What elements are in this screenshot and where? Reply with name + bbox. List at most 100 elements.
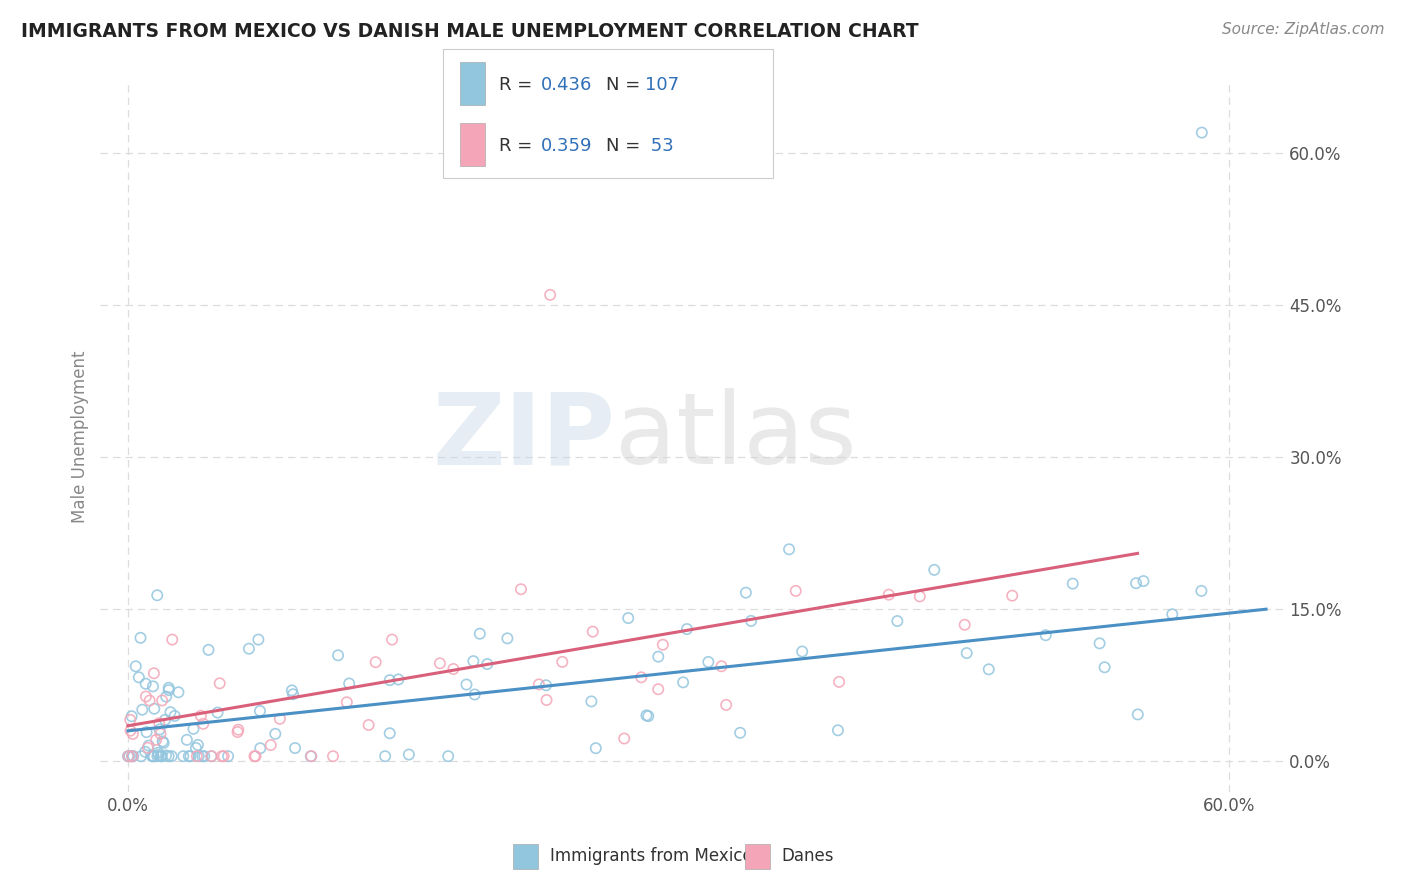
Point [697, 655, 720, 669]
Point [456, 677, 478, 691]
Point [200, 749, 222, 764]
Point [152, 734, 174, 748]
Point [142, 749, 165, 764]
Point [463, 654, 485, 668]
Point [142, 666, 165, 681]
Point [429, 657, 451, 671]
Point [150, 693, 173, 707]
Text: IMMIGRANTS FROM MEXICO VS DANISH MALE UNEMPLOYMENT CORRELATION CHART: IMMIGRANTS FROM MEXICO VS DANISH MALE UN… [21, 22, 918, 41]
Text: R =: R = [499, 137, 538, 155]
Point [1132, 574, 1154, 588]
Point [153, 713, 176, 727]
Point [364, 655, 387, 669]
Point [172, 749, 194, 764]
Point [247, 632, 270, 647]
Point [121, 727, 143, 741]
Point [135, 725, 157, 739]
Text: atlas: atlas [616, 388, 858, 485]
Point [381, 632, 404, 647]
Point [477, 657, 499, 671]
Point [208, 676, 231, 690]
Point [179, 749, 201, 764]
Point [243, 749, 266, 764]
Point [672, 675, 695, 690]
Point [148, 716, 170, 731]
Text: 0.359: 0.359 [541, 137, 593, 155]
Point [245, 749, 267, 764]
Point [136, 740, 159, 755]
Point [183, 722, 205, 736]
Point [177, 749, 200, 764]
Text: N =: N = [606, 77, 645, 95]
Point [785, 583, 807, 598]
Point [145, 732, 167, 747]
Point [121, 709, 143, 723]
Point [538, 288, 561, 302]
Point [150, 749, 173, 764]
Point [527, 677, 550, 691]
Point [714, 698, 737, 712]
Point [337, 676, 360, 690]
Point [496, 632, 519, 646]
Point [129, 749, 152, 764]
Point [437, 749, 460, 764]
Point [134, 745, 156, 759]
Point [637, 709, 659, 723]
Point [264, 727, 287, 741]
Point [953, 617, 976, 632]
Point [135, 690, 157, 704]
Point [922, 563, 945, 577]
Point [468, 626, 491, 640]
Point [135, 677, 157, 691]
Point [186, 749, 208, 764]
Point [269, 712, 291, 726]
Point [299, 749, 322, 764]
Point [676, 622, 699, 636]
Point [1094, 660, 1116, 674]
Point [1189, 583, 1212, 598]
Point [143, 702, 166, 716]
Point [150, 749, 173, 764]
Point [150, 749, 173, 764]
Point [1088, 636, 1111, 650]
Point [651, 638, 673, 652]
Point [128, 670, 150, 684]
Point [740, 614, 762, 628]
Point [121, 749, 143, 764]
Point [142, 749, 165, 764]
Point [249, 741, 271, 756]
Point [157, 749, 180, 764]
Point [197, 643, 219, 657]
Point [157, 683, 180, 698]
Point [1062, 576, 1084, 591]
Point [146, 588, 169, 602]
Point [129, 631, 152, 645]
Point [118, 749, 141, 764]
Point [582, 624, 605, 639]
Point [284, 741, 307, 756]
Point [187, 749, 209, 764]
Point [190, 708, 212, 723]
Point [163, 709, 186, 723]
Point [617, 611, 640, 625]
Point [877, 588, 900, 602]
Point [146, 749, 169, 764]
Point [117, 749, 139, 764]
Point [1035, 628, 1057, 642]
Point [138, 739, 160, 753]
Point [249, 704, 271, 718]
Point [536, 693, 558, 707]
Point [828, 674, 851, 689]
Text: Immigrants from Mexico: Immigrants from Mexico [550, 847, 752, 865]
Point [647, 649, 669, 664]
Point [117, 749, 139, 764]
Point [710, 659, 733, 673]
Point [167, 685, 190, 699]
Point [281, 683, 304, 698]
Point [162, 632, 184, 647]
Text: ZIP: ZIP [433, 388, 616, 485]
Point [613, 731, 636, 746]
Point [187, 738, 209, 752]
Point [441, 662, 464, 676]
Point [581, 694, 603, 708]
